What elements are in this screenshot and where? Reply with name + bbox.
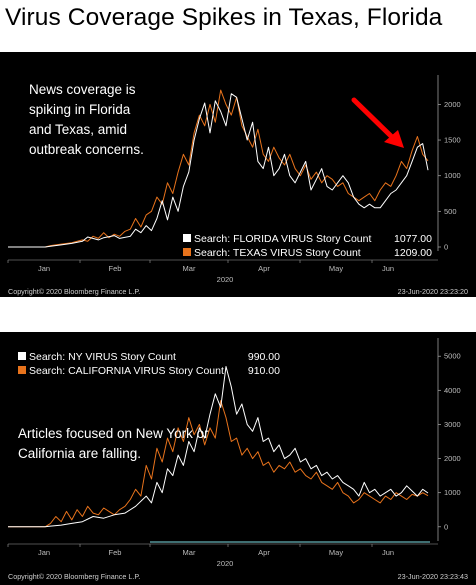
y-tick-label: 1500 — [444, 136, 461, 145]
legend-swatch — [18, 366, 26, 374]
x-tick-label: Jun — [382, 264, 394, 273]
annotation-text: News coverage is — [29, 82, 136, 97]
legend-last-value: 1077.00 — [394, 233, 432, 245]
annotation-text: outbreak concerns. — [29, 142, 144, 157]
year-label: 2020 — [217, 559, 234, 568]
y-tick-label: 1000 — [444, 171, 461, 180]
x-tick-label: Mar — [183, 264, 196, 273]
y-tick-label: 3000 — [444, 420, 461, 429]
annotation-text: Articles focused on New York or — [18, 426, 209, 441]
year-label: 2020 — [217, 275, 234, 284]
chart-svg-2: 5000 4000 3000 2000 1000 0 Jan Feb Mar Apr May Jun 2… — [7, 338, 468, 581]
red-arrow-icon — [351, 97, 404, 148]
x-tick-label: Apr — [258, 548, 270, 557]
legend: Search: FLORIDA VIRUS Story Count 1077.00… — [183, 233, 432, 259]
florida-texas-chart: 2000 1500 1000 500 0 Jan Feb Mar Apr May Jun 2020 Se… — [0, 52, 476, 297]
x-tick-label: May — [329, 264, 343, 273]
annotation-text: spiking in Florida — [29, 102, 131, 117]
series-line-secondary — [8, 89, 429, 248]
annotation-text: and Texas, amid — [29, 122, 127, 137]
x-tick-label: Mar — [183, 548, 196, 557]
y-tick-label: 2000 — [444, 454, 461, 463]
legend-swatch — [18, 352, 26, 360]
page-title: Virus Coverage Spikes in Texas, Florida — [5, 4, 443, 31]
legend-series-name: Search: CALIFORNIA VIRUS Story Count — [29, 365, 224, 377]
legend-series-name: Search: NY VIRUS Story Count — [29, 351, 176, 363]
y-tick-label: 0 — [444, 522, 448, 531]
x-tick-label: Feb — [109, 548, 122, 557]
legend-series-name: Search: FLORIDA VIRUS Story Count — [194, 233, 371, 245]
copyright-footer: Copyright© 2020 Bloomberg Finance L.P. — [8, 572, 140, 581]
legend-last-value: 1209.00 — [394, 247, 432, 259]
x-tick-label: Jan — [38, 548, 50, 557]
legend-last-value: 990.00 — [248, 351, 280, 363]
x-tick-label: Apr — [258, 264, 270, 273]
x-tick-label: Jun — [382, 548, 394, 557]
x-tick-label: Feb — [109, 264, 122, 273]
legend-series-name: Search: TEXAS VIRUS Story Count — [194, 247, 361, 259]
series-line-secondary — [8, 400, 429, 528]
series-line-primary — [8, 93, 429, 248]
x-tick-label: May — [329, 548, 343, 557]
annotation-text: California are falling. — [18, 446, 141, 461]
y-tick-label: 0 — [444, 243, 448, 252]
y-tick-label: 5000 — [444, 352, 461, 361]
legend-swatch — [183, 234, 191, 242]
copyright-footer: Copyright© 2020 Bloomberg Finance L.P. — [8, 287, 140, 296]
y-tick-label: 2000 — [444, 100, 461, 109]
scroll-strip — [150, 541, 430, 543]
timestamp-footer: 23-Jun-2020 23:23:20 — [398, 287, 468, 296]
ny-california-chart: 5000 4000 3000 2000 1000 0 Jan Feb Mar Apr May Jun 2… — [0, 332, 476, 585]
y-tick-label: 4000 — [444, 386, 461, 395]
legend-swatch — [183, 248, 191, 256]
chart-svg-1: 2000 1500 1000 500 0 Jan Feb Mar Apr May Jun 2020 Se… — [7, 75, 468, 296]
y-tick-label: 500 — [444, 207, 457, 216]
y-tick-label: 1000 — [444, 488, 461, 497]
timestamp-footer: 23-Jun-2020 23:23:43 — [398, 572, 468, 581]
legend-last-value: 910.00 — [248, 365, 280, 377]
series-line-primary — [8, 366, 429, 528]
legend: Search: NY VIRUS Story Count 990.00 Search… — [18, 351, 280, 377]
x-tick-label: Jan — [38, 264, 50, 273]
